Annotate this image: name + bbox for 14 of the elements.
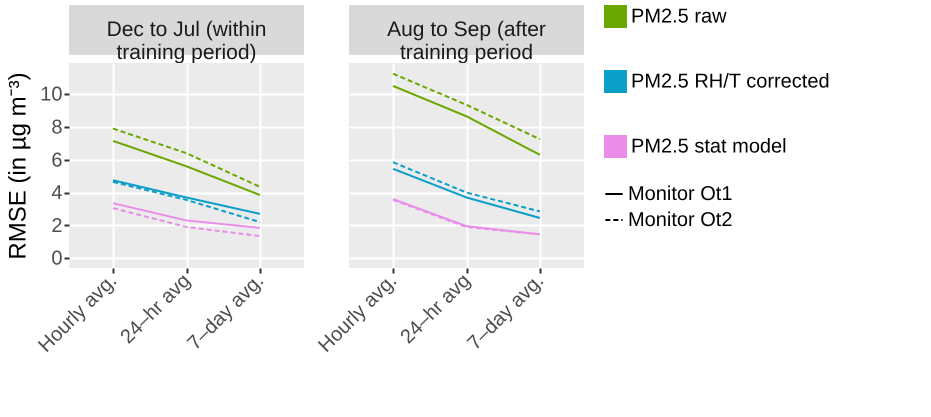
text: Monitor Ot2 (628, 209, 732, 231)
y-axis-title: RMSE (in µg m⁻³) (4, 72, 32, 260)
y-tick-label: 6 (51, 149, 62, 172)
text: Monitor Ot1 (628, 183, 732, 205)
legend-label: PM2.5 RH/T corrected (631, 70, 830, 92)
y-tick-label: 0 (51, 248, 62, 270)
y-tick-label: 8 (51, 116, 62, 138)
y-tick-label: 2 (51, 214, 62, 237)
chart-title: Aug to Sep (after training period (387, 18, 546, 64)
y-tick-label: 4 (51, 182, 62, 204)
legend-label: PM2.5 stat model (631, 136, 787, 158)
chart-title: Dec to Jul (within training period) (106, 18, 266, 64)
legend-label: PM2.5 raw (631, 6, 728, 28)
y-tick-label: 10 (40, 84, 62, 106)
